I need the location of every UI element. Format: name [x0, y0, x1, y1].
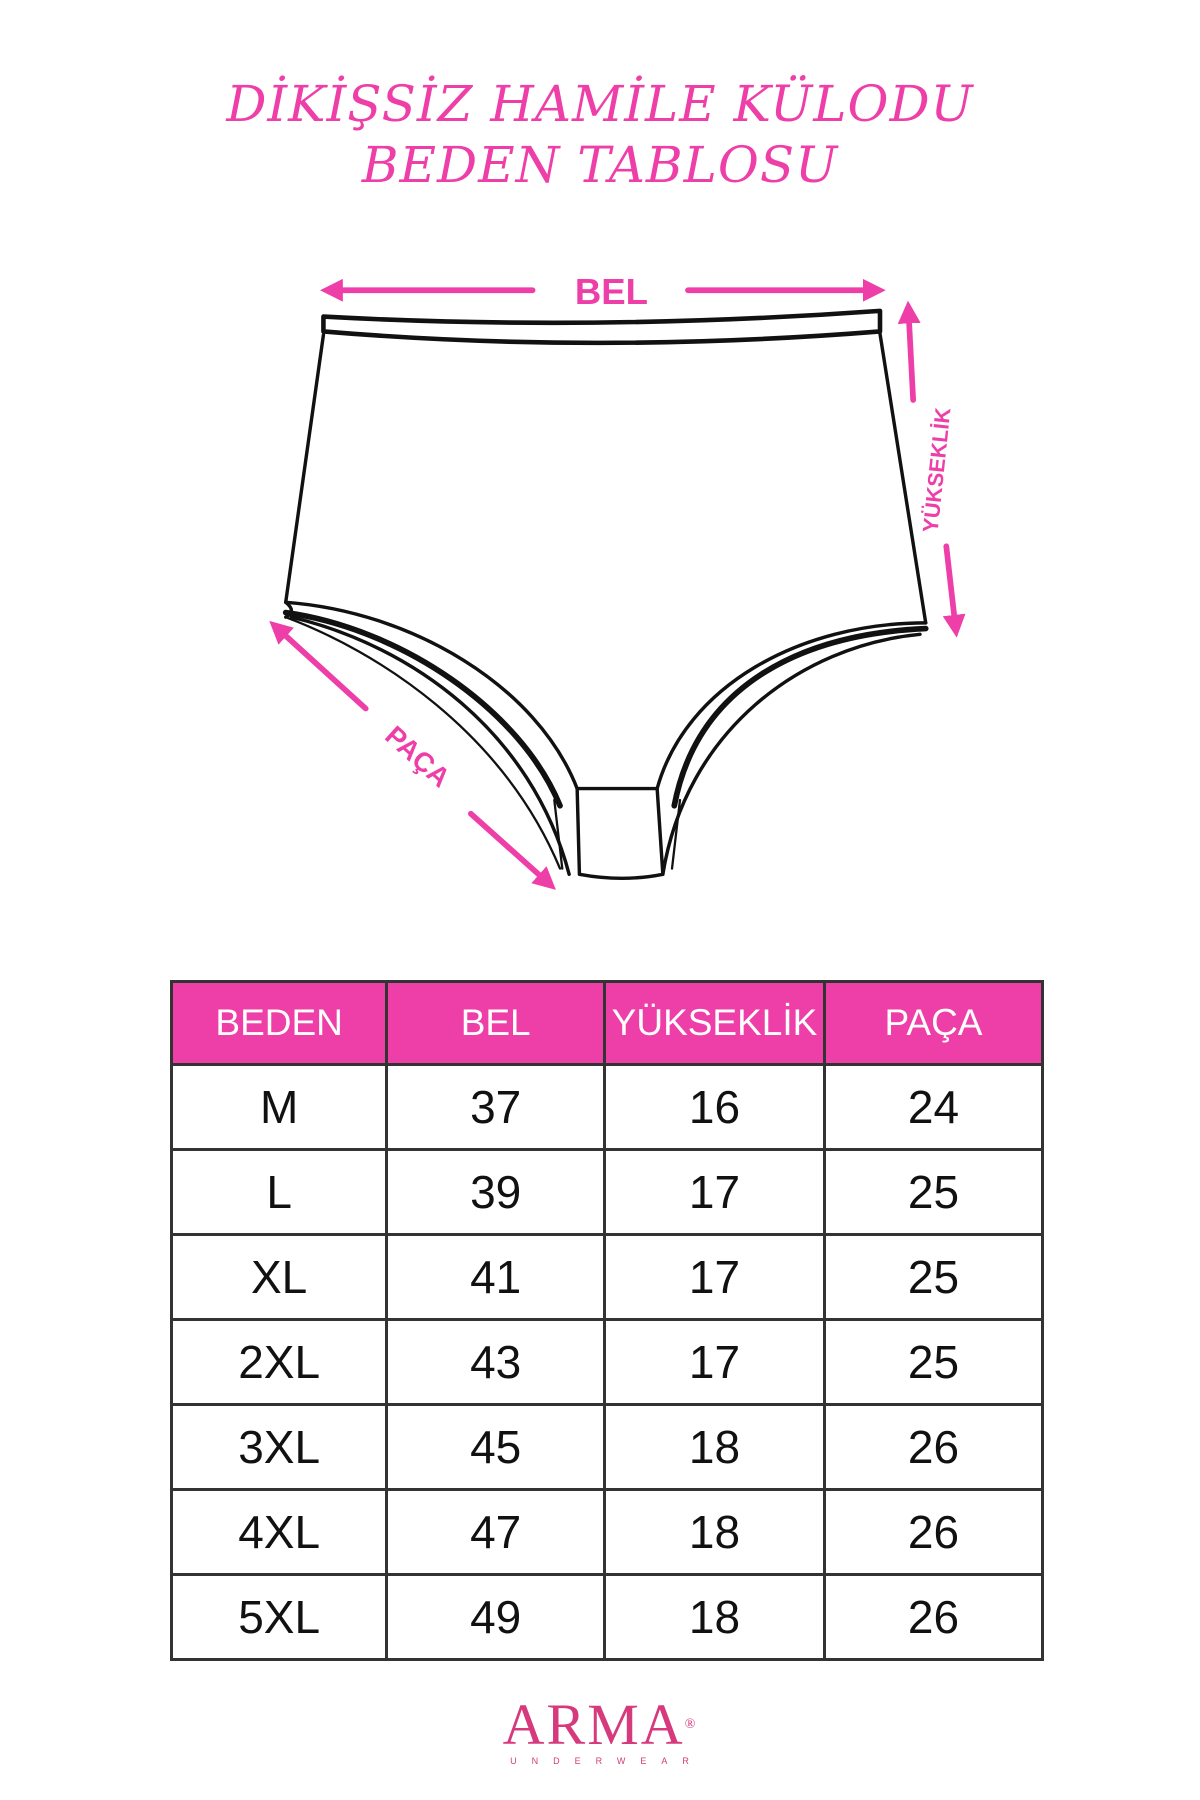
header-waist: BEL [385, 980, 607, 1066]
cell-leg: 26 [822, 1403, 1045, 1491]
cell-waist: 43 [385, 1318, 607, 1406]
cell-size: L [169, 1148, 389, 1236]
header-height: YÜKSEKLİK [603, 980, 826, 1066]
cell-leg: 25 [822, 1148, 1045, 1236]
leg-arrow-top [269, 620, 369, 712]
cell-size: 4XL [169, 1488, 389, 1576]
cell-leg: 26 [822, 1488, 1045, 1576]
table-row: M 37 16 24 [169, 1063, 1045, 1151]
height-arrow-bottom [942, 543, 966, 638]
table-row: L 39 17 25 [169, 1148, 1045, 1236]
measure-arrows [269, 278, 966, 890]
table-row: 2XL 43 17 25 [169, 1318, 1045, 1406]
logo-registered: ® [684, 1717, 698, 1732]
table-header-row: BEDEN BEL YÜKSEKLİK PAÇA [169, 980, 1045, 1066]
title-line-1: DİKİŞSİZ HAMİLE KÜLODU [226, 75, 974, 133]
cell-height: 16 [603, 1063, 826, 1151]
title-line-2: BEDEN TABLOSU [361, 136, 839, 194]
cell-waist: 49 [385, 1573, 607, 1661]
header-leg: PAÇA [822, 980, 1045, 1066]
cell-size: 3XL [169, 1403, 389, 1491]
cell-height: 18 [603, 1403, 826, 1491]
size-table: BEDEN BEL YÜKSEKLİK PAÇA M 37 16 24 L 39 17 25 X… [169, 980, 1045, 1661]
arma-logo: ARMA® UNDERWEAR [0, 1696, 1200, 1767]
cell-height: 18 [603, 1573, 826, 1661]
cell-waist: 47 [385, 1488, 607, 1576]
leg-label: PAÇA [379, 720, 456, 794]
garment-outline [282, 308, 929, 880]
logo-brand: ARMA [502, 1692, 685, 1757]
height-arrow-top [897, 300, 921, 403]
cell-size: 2XL [169, 1318, 389, 1406]
table-row: 4XL 47 18 26 [169, 1488, 1045, 1576]
cell-waist: 41 [385, 1233, 607, 1321]
cell-leg: 25 [822, 1233, 1045, 1321]
cell-leg: 25 [822, 1318, 1045, 1406]
cell-waist: 45 [385, 1403, 607, 1491]
logo-subtitle: UNDERWEAR [510, 1756, 704, 1766]
leg-arrow-bottom [468, 810, 556, 890]
cell-leg: 24 [822, 1063, 1045, 1151]
header-size: BEDEN [169, 980, 389, 1066]
cell-height: 18 [603, 1488, 826, 1576]
cell-height: 17 [603, 1318, 826, 1406]
table-row: 3XL 45 18 26 [169, 1403, 1045, 1491]
cell-size: 5XL [169, 1573, 389, 1661]
cell-waist: 39 [385, 1148, 607, 1236]
height-label: YÜKSEKLİK [918, 406, 956, 534]
cell-leg: 26 [822, 1573, 1045, 1661]
bel-label: BEL [575, 271, 648, 312]
cell-size: M [169, 1063, 389, 1151]
cell-height: 17 [603, 1148, 826, 1236]
cell-size: XL [169, 1233, 389, 1321]
table-row: XL 41 17 25 [169, 1233, 1045, 1321]
cell-height: 17 [603, 1233, 826, 1321]
cell-waist: 37 [385, 1063, 607, 1151]
table-row: 5XL 49 18 26 [169, 1573, 1045, 1661]
